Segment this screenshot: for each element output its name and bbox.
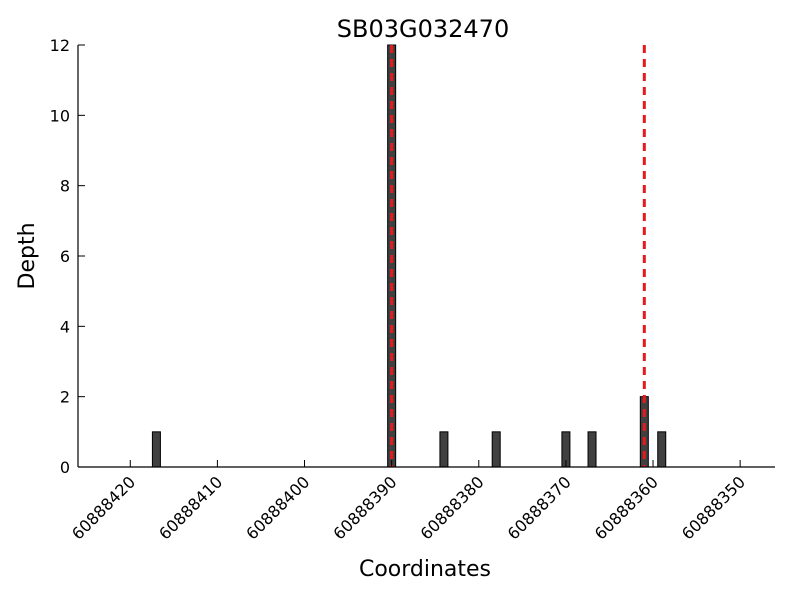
x-tick-label-0: 60888420 bbox=[68, 472, 139, 543]
x-tick-label-5: 60888370 bbox=[504, 472, 575, 543]
x-tick-label-1: 60888410 bbox=[155, 472, 226, 543]
y-tick-label-6: 12 bbox=[50, 36, 70, 55]
bar-5 bbox=[587, 431, 597, 468]
bar-3 bbox=[491, 431, 501, 468]
bar-2 bbox=[439, 431, 449, 468]
plot-area: 0 2 4 6 8 10 12 60888420 60888410 60888400 6088839… bbox=[50, 36, 775, 543]
y-tick-label-4: 8 bbox=[60, 177, 70, 196]
y-tick-label-0: 0 bbox=[60, 458, 70, 477]
x-tick-label-2: 60888400 bbox=[242, 472, 313, 543]
y-tick-label-3: 6 bbox=[60, 247, 70, 266]
x-axis-label: Coordinates bbox=[359, 557, 491, 582]
x-tick-label-4: 60888380 bbox=[417, 472, 488, 543]
y-tick-label-1: 2 bbox=[60, 388, 70, 407]
y-axis-label: Depth bbox=[15, 222, 40, 289]
y-tick-label-2: 4 bbox=[60, 317, 70, 336]
bar-0 bbox=[151, 431, 161, 468]
chart-title: SB03G032470 bbox=[337, 15, 509, 43]
x-tick-label-6: 60888360 bbox=[591, 472, 662, 543]
x-tick-label-3: 60888390 bbox=[329, 472, 400, 543]
y-tick-label-5: 10 bbox=[50, 106, 70, 125]
bar-7 bbox=[657, 431, 667, 468]
x-tick-label-7: 60888350 bbox=[678, 472, 749, 543]
